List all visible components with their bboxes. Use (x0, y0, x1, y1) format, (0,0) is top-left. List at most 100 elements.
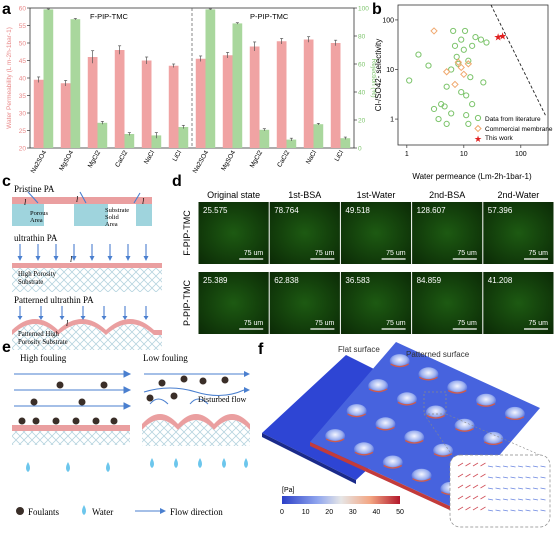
ultrathin-title: ultrathin PA (14, 233, 58, 243)
ultrathin-pa-layer (12, 263, 162, 268)
literature-point (469, 101, 476, 108)
velocity-vector (465, 473, 471, 478)
velocity-vector (517, 476, 524, 479)
this-work-point: ★ (498, 32, 507, 43)
colorbar-tick-label: 50 (396, 509, 404, 516)
literature-point (463, 112, 470, 119)
scale-bar-label: 75 um (244, 320, 264, 327)
surface-bump (396, 392, 417, 407)
surface-bump (325, 429, 346, 444)
chart-b-frame (397, 4, 549, 146)
flow-arrowhead (143, 316, 149, 320)
category-label: MgCl2 (87, 149, 103, 169)
surface-bump (404, 430, 425, 445)
scale-bar-label: 75 um (315, 320, 335, 327)
group-label-p: P-PIP-TMC (250, 12, 289, 21)
porous-area-label: Porous Area (30, 210, 49, 224)
category-label: Na2SO4 (192, 149, 211, 174)
legend-commercial: Commercial membrane (485, 126, 553, 133)
high-stress-edge (383, 464, 403, 469)
legend-flow-arrowhead (160, 508, 166, 514)
high-stress-edge (447, 389, 467, 394)
y-tick-label: 25 (19, 128, 27, 135)
literature-point (480, 79, 487, 86)
bar-permeability (222, 55, 233, 148)
commercial-point (464, 60, 473, 68)
legend-foulant-marker (16, 507, 24, 515)
chart-a-ylabel: Water Permeability (L m-2h-1bar-1) (6, 27, 13, 129)
y2-tick-label: 0 (358, 146, 362, 153)
zoom-line-1 (445, 413, 541, 456)
micrograph-tile (340, 202, 412, 264)
velocity-vector (532, 487, 539, 490)
colorbar-tick-label: 10 (302, 509, 310, 516)
velocity-vector (472, 462, 479, 467)
fluorescence-value: 128.607 (417, 206, 446, 215)
velocity-vector (457, 506, 464, 511)
surface-bump (353, 442, 374, 457)
velocity-vector (465, 506, 471, 511)
literature-point (458, 36, 465, 43)
literature-point (472, 34, 479, 41)
velocity-vector (480, 506, 486, 511)
literature-point (430, 105, 438, 113)
bar-permeability (195, 58, 206, 148)
chart-b-xlabel: Water permeance (Lm-2h-1bar-1) (412, 172, 532, 181)
high-stress-edge (325, 438, 345, 443)
velocity-vector (532, 476, 539, 479)
velocity-vector (525, 498, 531, 501)
commercial-point (442, 68, 451, 76)
literature-point (453, 53, 460, 60)
y-tick-label: 30 (19, 111, 27, 118)
panel-letter-e: e (2, 339, 11, 356)
zoom-region (423, 391, 447, 415)
panel-f: Flat surface Patterned surface [Pa] 0 10 2… (262, 342, 551, 528)
high-stress-edge (426, 414, 446, 419)
literature-point (455, 60, 462, 67)
x-tick-label: 10 (460, 151, 468, 158)
water-drop (150, 458, 154, 468)
scale-bar-label: 75 um (386, 320, 406, 327)
velocity-vector (540, 509, 546, 512)
velocity-vector (495, 509, 501, 512)
legend-water-marker (82, 505, 86, 515)
scale-bar-label: 75 um (457, 250, 477, 257)
substrate-block-left (12, 204, 44, 226)
fluorescence-value: 41.208 (488, 276, 513, 285)
l-symbol-3: l (142, 197, 145, 206)
foulant (158, 379, 166, 387)
legend-flow: Flow direction (170, 507, 223, 517)
velocity-vector (510, 509, 516, 512)
literature-point (406, 77, 413, 84)
patterned-substrate (12, 324, 162, 350)
fluorescence-value: 25.575 (203, 206, 228, 215)
velocity-vector (517, 465, 524, 468)
panel-letter-f: f (258, 341, 264, 358)
velocity-vector (487, 476, 494, 479)
category-label: CaCl2 (114, 149, 129, 168)
velocity-vector (517, 509, 524, 512)
legend-literature-marker (474, 114, 482, 122)
velocity-vector (457, 462, 464, 467)
high-porosity-label: High Porosity Substrate (18, 271, 57, 286)
water-drop (66, 462, 70, 472)
velocity-vector (480, 484, 486, 489)
bar-permeability (87, 57, 98, 148)
velocity-vector (502, 509, 509, 512)
scale-bar-label: 75 um (315, 250, 335, 257)
foulant (30, 398, 38, 406)
colorbar-tick-label: 20 (325, 509, 333, 516)
chart-b-legend: Data from literature Commercial membrane… (474, 114, 553, 144)
patterned-title: Patterned ultrathin PA (14, 295, 94, 305)
water-drop (244, 458, 248, 468)
foulant (170, 392, 178, 400)
micrograph-tile (483, 202, 554, 264)
high-stress-edge (484, 441, 503, 446)
velocity-vector (495, 487, 501, 490)
fluorescence-value: 84.859 (417, 276, 442, 285)
micrograph-tile (483, 272, 554, 334)
flow-arrowhead (101, 316, 107, 320)
velocity-vector (517, 498, 524, 501)
panel-letter-b: b (372, 1, 382, 18)
velocity-vector (472, 506, 479, 511)
